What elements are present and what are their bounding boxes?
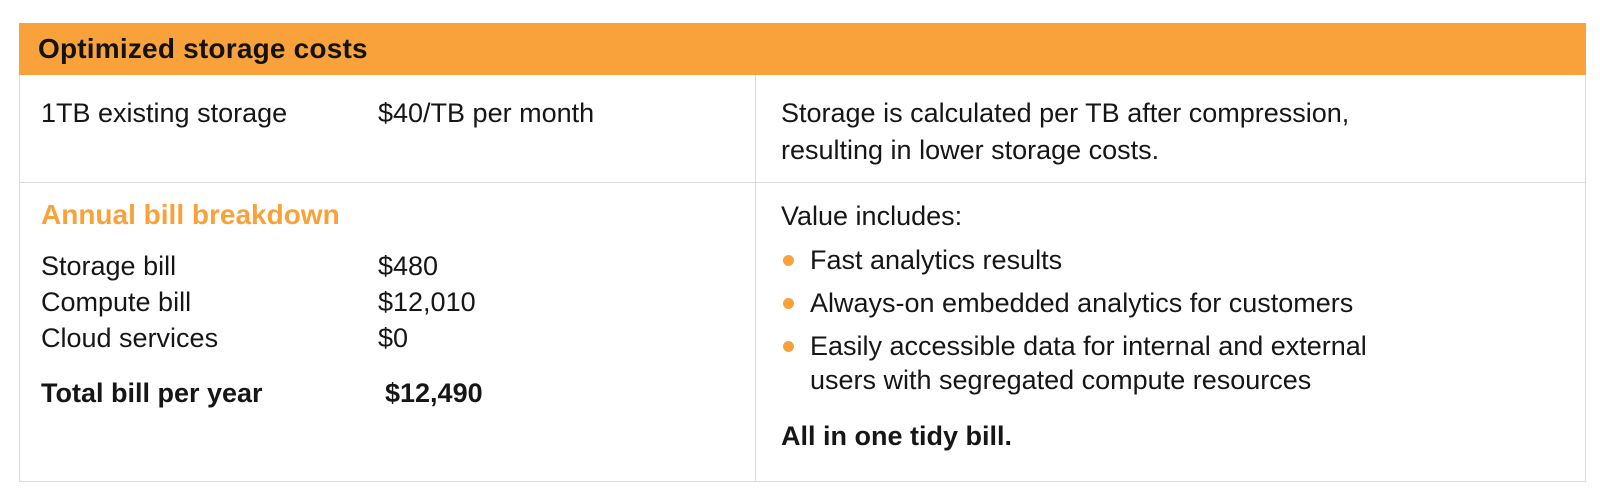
table-title: Optimized storage costs: [38, 33, 368, 64]
bill-value: $12,010: [378, 287, 476, 317]
bill-total-value: $12,490: [385, 378, 483, 408]
bill-breakdown-cell: Annual bill breakdown Storage bill $480 …: [20, 182, 755, 481]
value-cell: Value includes: Fast analytics results A…: [755, 182, 1585, 481]
bullet-text: Fast analytics results: [810, 245, 1063, 275]
bullet-icon: [783, 298, 794, 309]
storage-note: Storage is calculated per TB after compr…: [781, 98, 1350, 165]
bill-row-compute: Compute bill $12,010: [41, 284, 745, 320]
bullet-text: Easily accessible data for internal and …: [810, 331, 1367, 395]
bill-items-list: Storage bill $480 Compute bill $12,010 C…: [41, 248, 745, 356]
closing-statement: All in one tidy bill.: [781, 421, 1013, 451]
storage-note-cell: Storage is calculated per TB after compr…: [755, 75, 1585, 182]
list-item: Fast analytics results: [781, 243, 1555, 277]
pricing-table: Optimized storage costs 1TB existing sto…: [19, 23, 1586, 482]
existing-storage-label: 1TB existing storage: [41, 98, 288, 128]
list-item: Easily accessible data for internal and …: [781, 329, 1555, 397]
bullet-text: Always-on embedded analytics for custome…: [810, 288, 1354, 318]
bullet-icon: [783, 255, 794, 266]
bill-total-label: Total bill per year: [41, 378, 263, 408]
value-bullet-list: Fast analytics results Always-on embedde…: [781, 243, 1555, 397]
existing-storage-price: $40/TB per month: [378, 98, 595, 128]
existing-storage-cell: 1TB existing storage $40/TB per month: [20, 75, 755, 182]
list-item: Always-on embedded analytics for custome…: [781, 286, 1555, 320]
bill-label: Storage bill: [41, 251, 177, 281]
bill-breakdown-heading: Annual bill breakdown: [41, 199, 340, 230]
value-includes-title: Value includes:: [781, 201, 963, 231]
bill-row-storage: Storage bill $480: [41, 248, 745, 284]
bullet-icon: [783, 341, 794, 352]
bill-label: Cloud services: [41, 323, 219, 353]
table-body: 1TB existing storage $40/TB per month St…: [19, 75, 1586, 482]
bill-total-row: Total bill per year $12,490: [41, 375, 745, 411]
bill-row-cloud-services: Cloud services $0: [41, 320, 745, 356]
bill-value: $480: [378, 251, 439, 281]
bill-label: Compute bill: [41, 287, 192, 317]
table-header: Optimized storage costs: [19, 23, 1586, 75]
bill-value: $0: [378, 323, 409, 353]
